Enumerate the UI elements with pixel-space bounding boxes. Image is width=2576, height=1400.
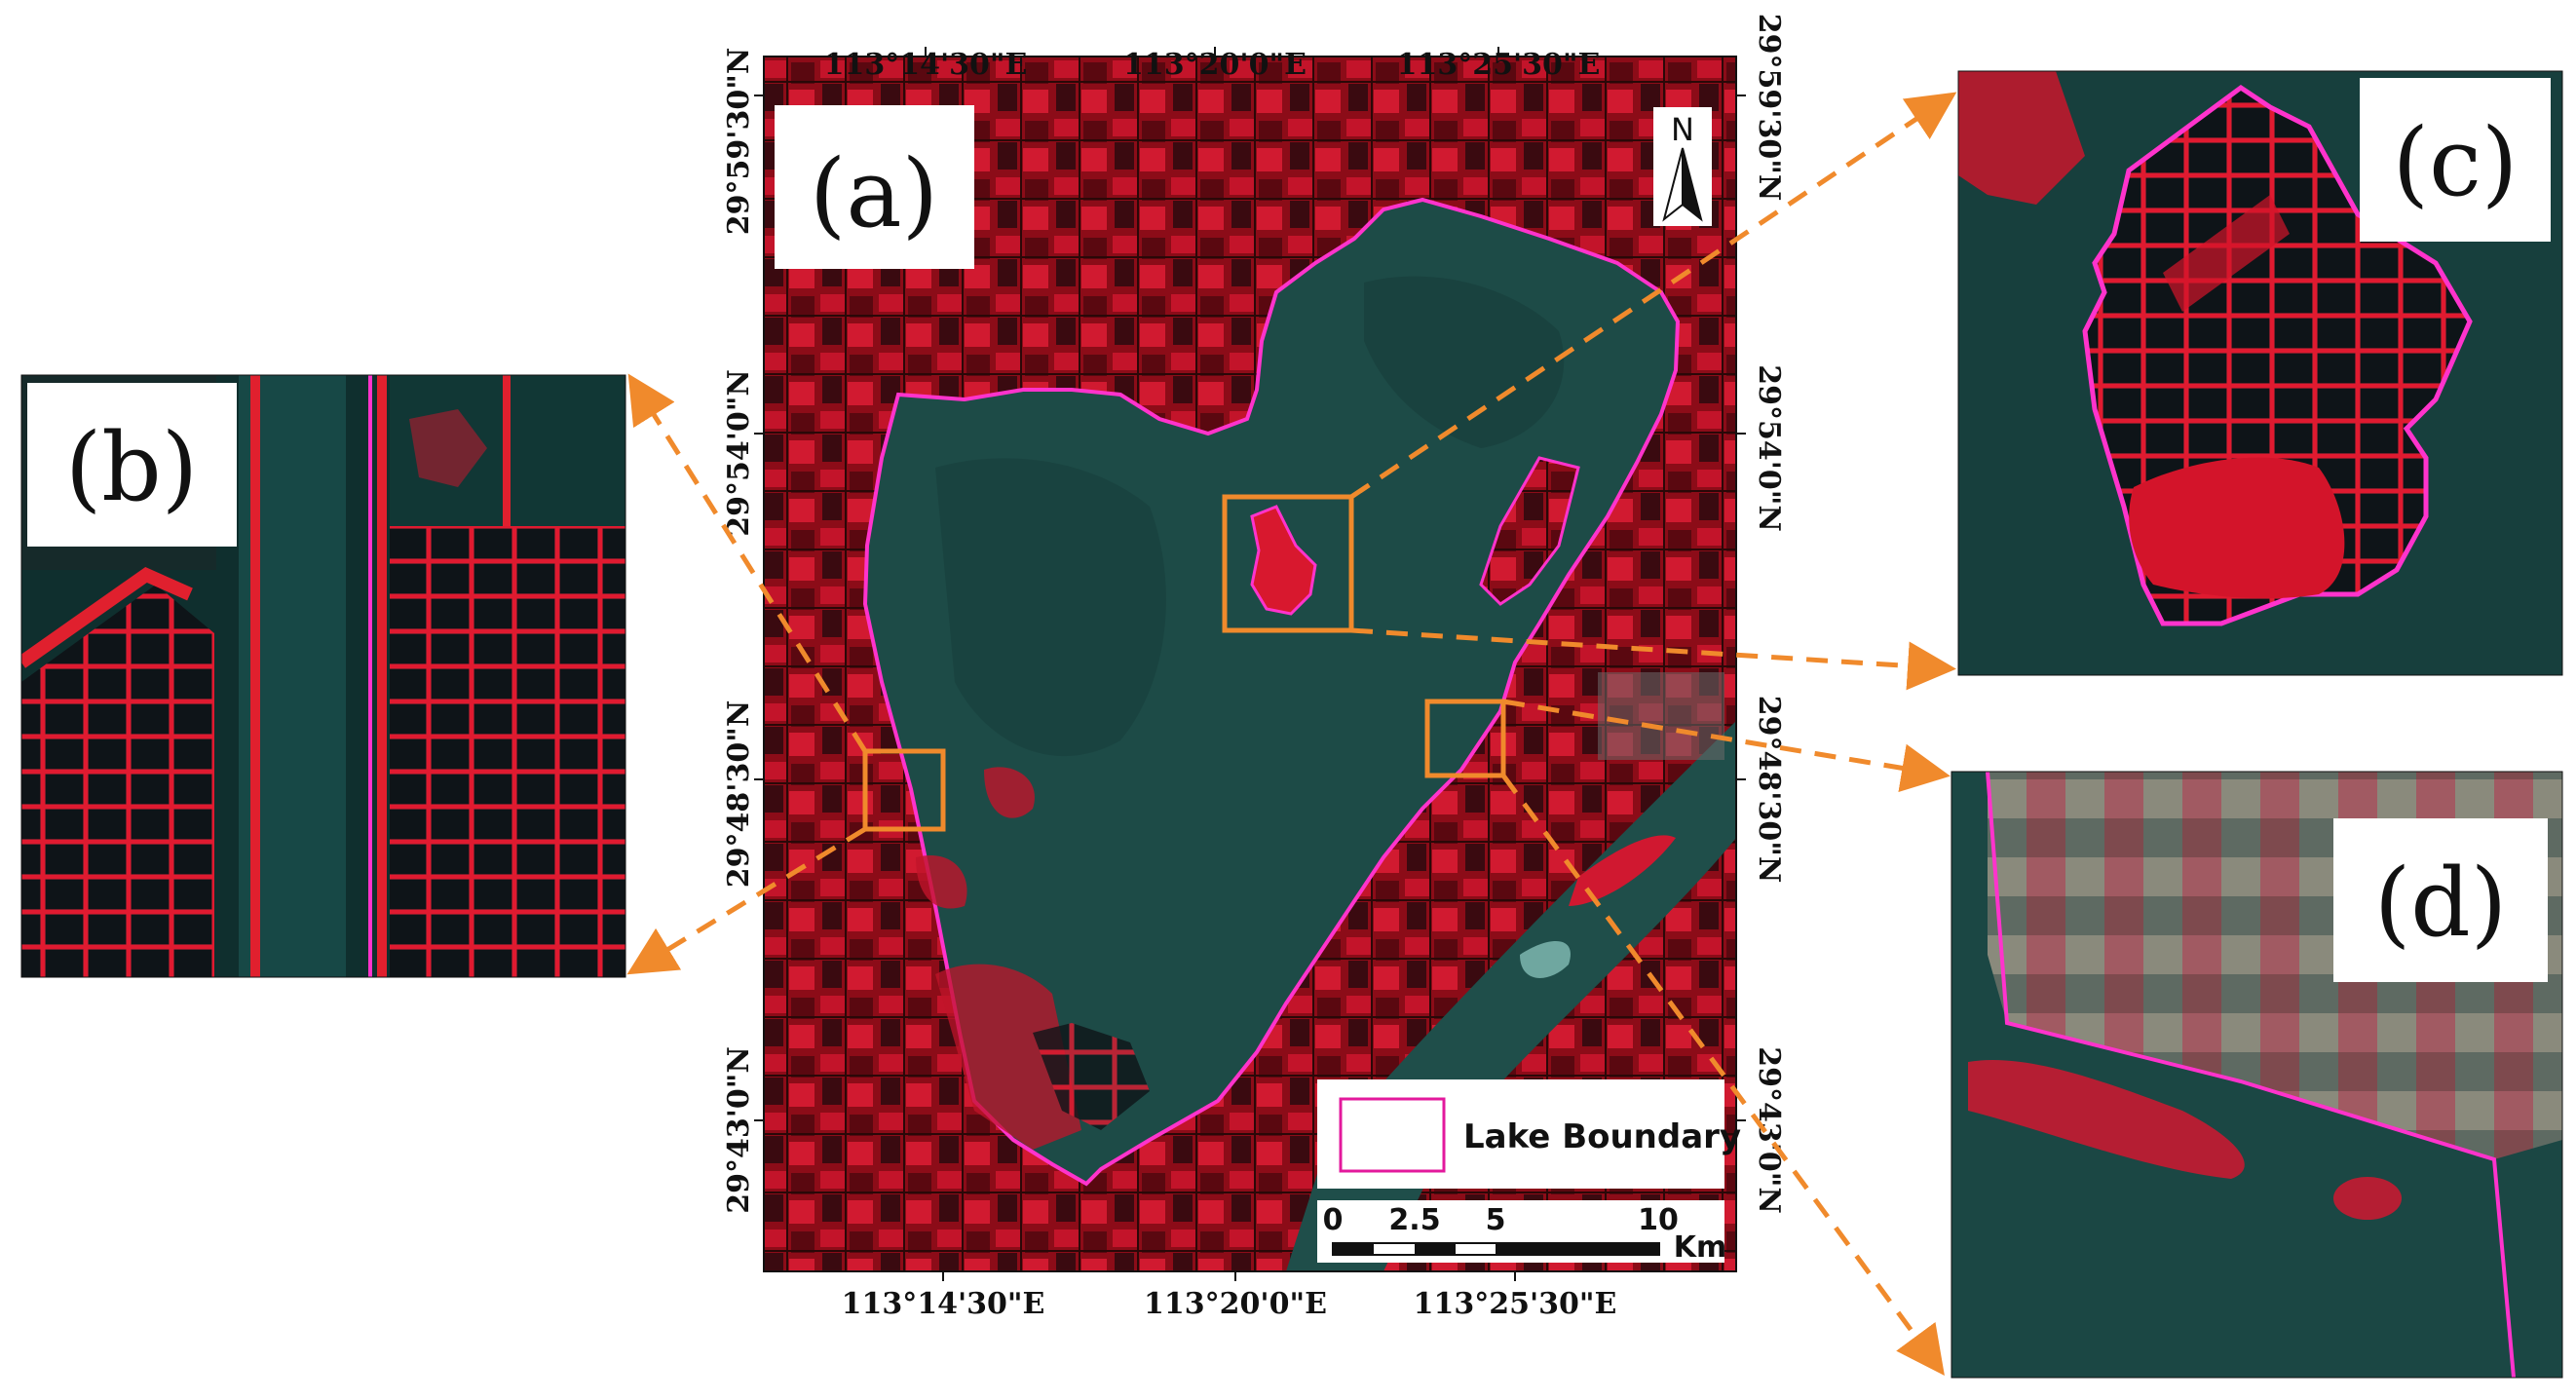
panel-d-label-box xyxy=(2333,818,2548,982)
panel-a-label: (a) xyxy=(810,139,938,248)
coord-right-3: 29°48'30"N xyxy=(1752,696,1786,883)
inset-c-frame xyxy=(1957,70,2563,676)
lake-deep-area xyxy=(935,458,1166,757)
inset-d-frame xyxy=(1951,771,2563,1379)
arrow-to-d-top xyxy=(1502,699,1951,793)
north-arrow: N xyxy=(1653,107,1712,226)
scale-tick-5: 5 xyxy=(1486,1203,1506,1237)
panel-b-label: (b) xyxy=(65,413,198,522)
inset-d-lake-boundary xyxy=(1986,772,2516,1378)
scale-tick-0: 0 xyxy=(1323,1203,1344,1237)
scale-tick-2-5: 2.5 xyxy=(1388,1203,1440,1237)
main-map-frame xyxy=(763,56,1737,1272)
leader-lines xyxy=(626,92,1957,1377)
graticule-ticks xyxy=(754,47,1746,1281)
coord-bottom-3: 113°25'30"E xyxy=(1414,1287,1617,1321)
coord-top-3: 113°25'30"E xyxy=(1397,48,1601,82)
shore-vegetation xyxy=(916,855,967,909)
coord-bottom-2: 113°20'0"E xyxy=(1144,1287,1327,1321)
arrow-to-c-bottom xyxy=(1350,627,1956,691)
arrow-to-b-bottom xyxy=(626,826,867,975)
arrow-to-d-bottom xyxy=(1500,774,1945,1377)
coord-right-4: 29°43'0"N xyxy=(1752,1046,1786,1214)
scale-tick-10: 10 xyxy=(1638,1203,1679,1237)
inset-box-c xyxy=(1222,494,1354,633)
legend-swatch xyxy=(1339,1097,1446,1173)
shore-vegetation xyxy=(935,964,1081,1150)
coord-right-2: 29°54'0"N xyxy=(1752,364,1786,532)
legend-label: Lake Boundary xyxy=(1463,1117,1741,1156)
north-arrow-label: N xyxy=(1671,111,1694,148)
polder-fields xyxy=(1033,1023,1150,1130)
coord-top-1: 113°14'30"E xyxy=(824,48,1028,82)
arrow-to-b-top xyxy=(627,373,868,753)
panel-c-label: (c) xyxy=(2393,108,2519,217)
inset-box-b xyxy=(862,748,946,832)
inset-c-vegetation xyxy=(2129,457,2345,599)
coord-top-2: 113°20'0"E xyxy=(1123,48,1307,82)
coord-bottom-1: 113°14'30"E xyxy=(842,1287,1045,1321)
lake-deep-area xyxy=(1364,276,1565,448)
coord-left-4: 29°43'0"N xyxy=(722,1046,756,1214)
panel-c-label-box xyxy=(2360,78,2551,242)
field-grid-right xyxy=(390,526,625,977)
coord-left-1: 29°59'30"N xyxy=(722,48,756,235)
sandbar xyxy=(1520,941,1571,978)
inset-d-vegetation xyxy=(1968,1060,2245,1179)
panel-d-label: (d) xyxy=(2374,849,2507,958)
scale-bar: 0 2.5 5 10 Km xyxy=(1317,1200,1726,1265)
shore-vegetation xyxy=(984,767,1035,818)
east-peninsula xyxy=(1479,456,1580,606)
panel-b-label-box xyxy=(27,383,237,547)
inset-box-d xyxy=(1424,699,1506,778)
coord-left-3: 29°48'30"N xyxy=(722,700,756,888)
main-map-panel xyxy=(764,57,1736,1271)
legend: Lake Boundary xyxy=(1317,1079,1741,1189)
coord-left-2: 29°54'0"N xyxy=(722,369,756,537)
coord-right-1: 29°59'30"N xyxy=(1752,14,1786,201)
inset-b-frame xyxy=(20,374,626,978)
lake-island xyxy=(1250,505,1317,616)
arrow-to-c-top xyxy=(1349,92,1957,500)
urban-area xyxy=(1598,672,1724,760)
scale-unit: Km xyxy=(1674,1230,1727,1265)
panel-a-label-box xyxy=(775,105,974,269)
river-island xyxy=(1569,835,1676,906)
